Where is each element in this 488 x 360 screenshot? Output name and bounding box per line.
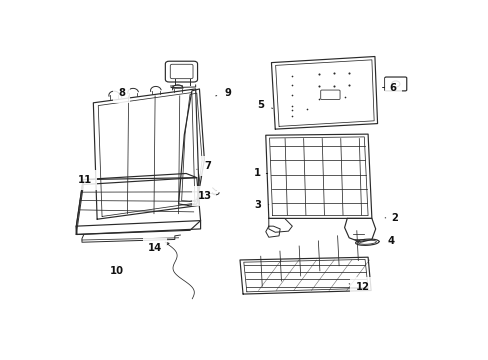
Text: 4: 4 (379, 237, 394, 246)
Text: 2: 2 (385, 213, 397, 223)
Text: 1: 1 (253, 168, 267, 179)
Text: 10: 10 (110, 266, 124, 275)
Text: 9: 9 (215, 88, 231, 98)
Text: 11: 11 (77, 175, 93, 185)
Text: 7: 7 (196, 161, 211, 171)
Text: 5: 5 (256, 100, 272, 110)
Text: 8: 8 (118, 88, 125, 98)
Text: 3: 3 (253, 199, 268, 210)
Text: 14: 14 (148, 243, 162, 253)
Text: 12: 12 (348, 282, 368, 292)
Text: 6: 6 (382, 82, 396, 93)
Text: 13: 13 (197, 191, 211, 201)
